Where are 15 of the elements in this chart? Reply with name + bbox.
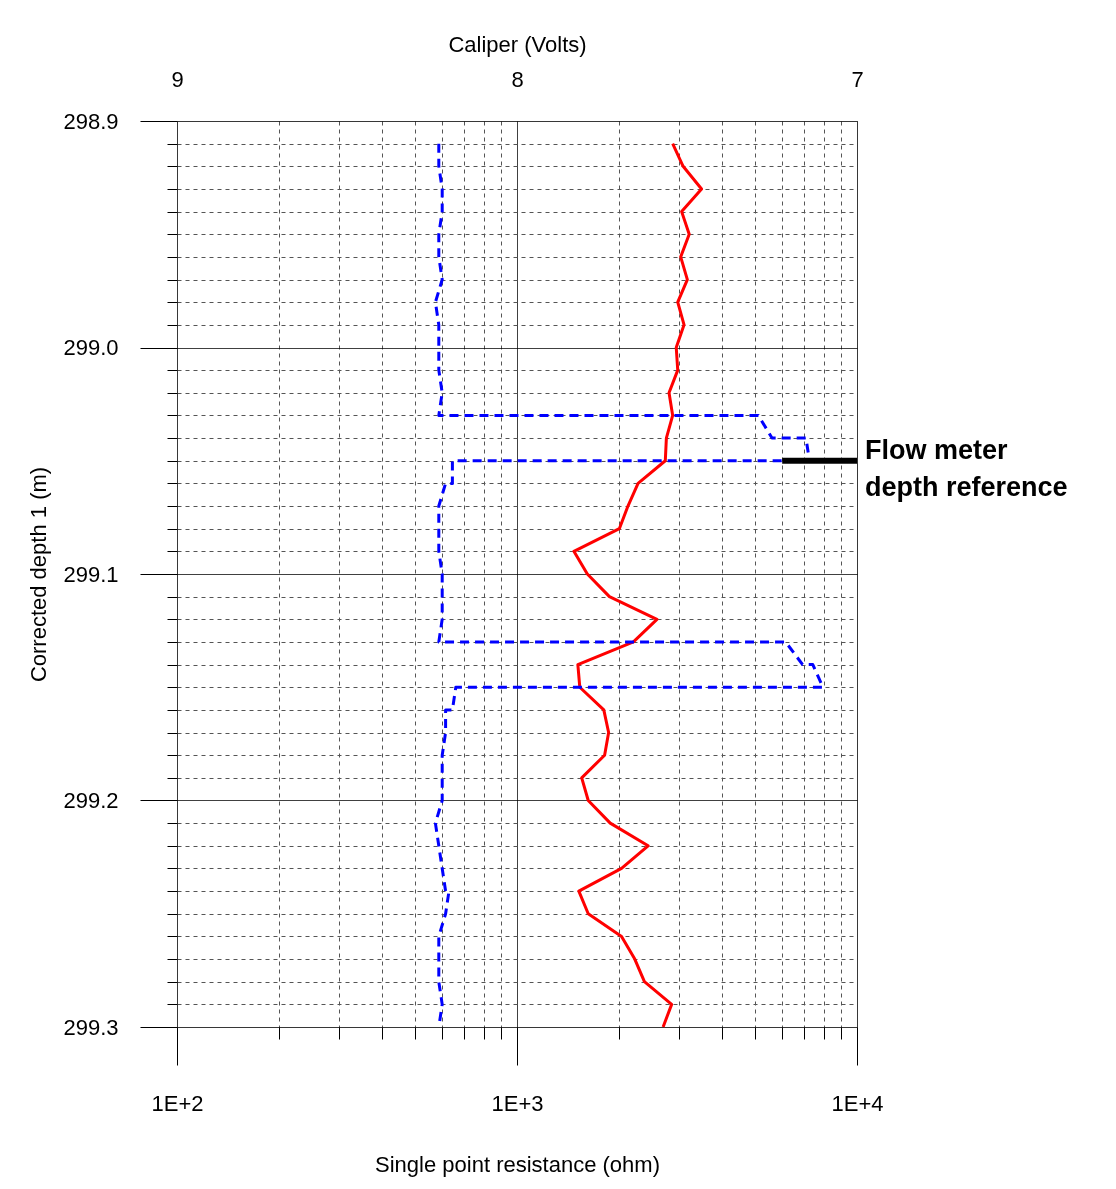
x-tick-label: 1E+3 xyxy=(491,1090,544,1116)
y-axis-title: Corrected depth 1 (m) xyxy=(26,466,52,683)
x-axis-title: Single point resistance (ohm) xyxy=(375,1151,660,1177)
x2-axis-title: Caliper (Volts) xyxy=(448,31,587,57)
x2-tick-label: 9 xyxy=(171,66,184,92)
x-tick-label: 1E+4 xyxy=(831,1090,884,1116)
x2-tick-label: 7 xyxy=(851,66,864,92)
y-tick-label: 299.2 xyxy=(63,788,119,813)
y-tick-label: 299.3 xyxy=(63,1014,119,1040)
y-tick-label: 299.0 xyxy=(63,335,119,360)
x2-tick-label: 8 xyxy=(511,66,524,92)
y-tick-label: 299.1 xyxy=(63,561,119,587)
x-tick-label: 1E+2 xyxy=(151,1090,204,1116)
ref-line-label: Flow meter depth reference xyxy=(865,434,1068,502)
y-tick-label: 298.9 xyxy=(63,108,119,134)
